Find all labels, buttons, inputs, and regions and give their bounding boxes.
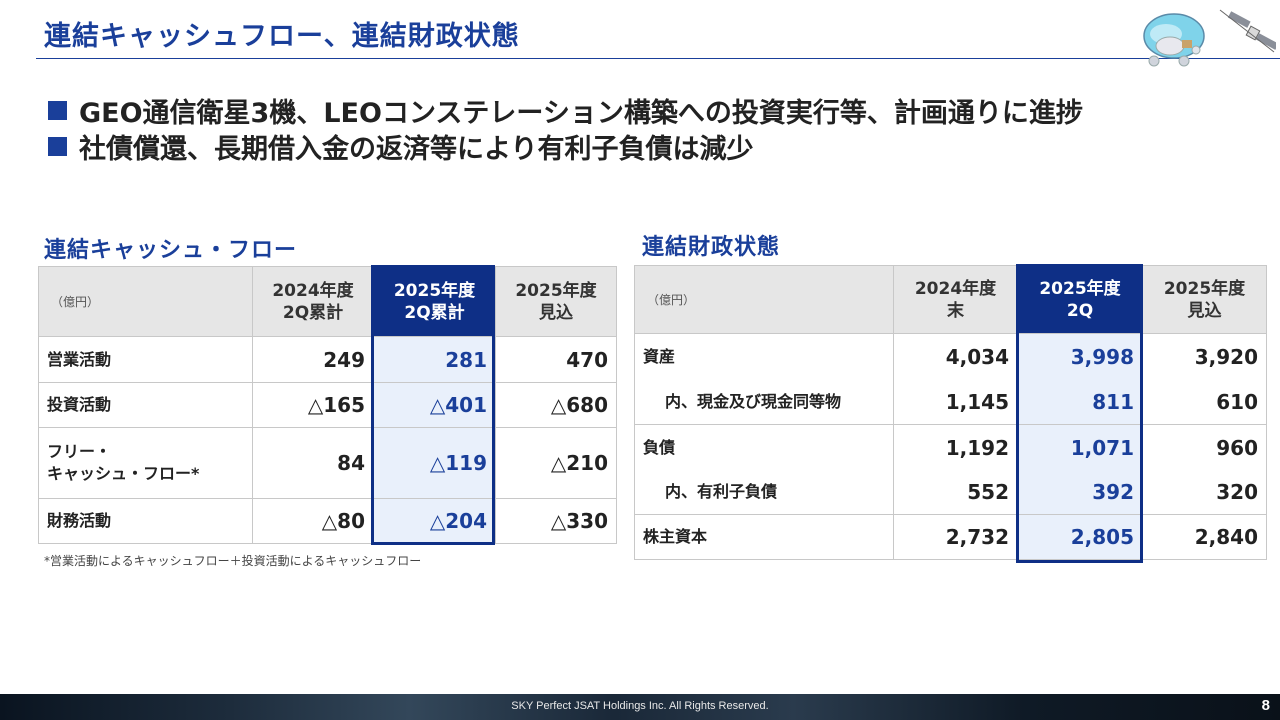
row-label: 負債	[634, 424, 894, 471]
table-header-row: （億円） 2024年度末 2025年度 2Q 2025年度 見込	[634, 265, 1267, 334]
footer-bar: SKY Perfect JSAT Holdings Inc. All Right…	[0, 694, 1280, 720]
cell-value: △330	[495, 498, 617, 544]
page-number: 8	[1261, 697, 1270, 714]
cell-value: 470	[495, 336, 617, 383]
table-row: 株主資本 2,732 2,805 2,840	[634, 514, 1267, 560]
balance-table: （億円） 2024年度末 2025年度 2Q 2025年度 見込 資産 4,034 …	[634, 265, 1267, 560]
row-label: 資産	[634, 333, 894, 381]
cell-value-highlight: △119	[373, 427, 496, 499]
cell-value-highlight: △401	[373, 382, 496, 428]
copyright-text: SKY Perfect JSAT Holdings Inc. All Right…	[511, 700, 769, 712]
row-label: 内、有利子負債	[634, 470, 894, 515]
row-label: 営業活動	[38, 336, 253, 383]
cell-value: △210	[495, 427, 617, 499]
cell-value: 4,034	[893, 333, 1018, 381]
cell-value: 2,840	[1142, 514, 1267, 560]
cell-value: 84	[252, 427, 374, 499]
cashflow-table: （億円） 2024年度 2Q累計 2025年度 2Q累計 2025年度 見込 営業活動…	[38, 266, 617, 544]
row-label: フリー・ キャッシュ・フロー*	[38, 427, 253, 499]
cell-value-highlight: △204	[373, 498, 496, 544]
bullet-text: GEO通信衛星3機、LEOコンステレーション構築への投資実行等、計画通りに進捗	[79, 97, 1083, 129]
bullet-square-icon	[48, 100, 67, 120]
row-label: 内、現金及び現金同等物	[634, 380, 894, 425]
page-title: 連結キャッシュフロー、連結財政状態	[44, 21, 520, 52]
key-points: GEO通信衛星3機、LEOコンステレーション構築への投資実行等、計画通りに進捗 …	[48, 92, 1083, 165]
table-row: フリー・ キャッシュ・フロー* 84 △119 △210	[38, 427, 617, 499]
cell-value: △80	[252, 498, 374, 544]
satellite-icon	[1219, 9, 1276, 53]
cell-value: 1,192	[893, 424, 1018, 471]
cell-value-highlight: 392	[1017, 470, 1143, 515]
cell-value: 249	[252, 336, 374, 383]
cell-value: 320	[1142, 470, 1267, 515]
cell-value-highlight: 3,998	[1017, 333, 1143, 381]
table-header-row: （億円） 2024年度 2Q累計 2025年度 2Q累計 2025年度 見込	[38, 266, 617, 337]
bullet-square-icon	[48, 136, 67, 156]
cell-value: 960	[1142, 424, 1267, 471]
bullet-item: GEO通信衛星3機、LEOコンステレーション構築への投資実行等、計画通りに進捗	[48, 92, 1083, 129]
cell-value: 2,732	[893, 514, 1018, 560]
table-row: 内、現金及び現金同等物 1,145 811 610	[634, 380, 1267, 425]
table-row: 営業活動 249 281 470	[38, 336, 617, 383]
cell-value: 552	[893, 470, 1018, 515]
cell-value: 1,145	[893, 380, 1018, 425]
column-header-highlight: 2025年度 2Q	[1017, 265, 1143, 334]
column-header: 2025年度 見込	[495, 266, 617, 337]
unit-label: （億円）	[634, 265, 894, 334]
table-row: 負債 1,192 1,071 960	[634, 424, 1267, 471]
mascot-icon	[1143, 9, 1276, 67]
cell-value: 610	[1142, 380, 1267, 425]
cell-value: △165	[252, 382, 374, 428]
row-label: 財務活動	[38, 498, 253, 544]
cell-value-highlight: 2,805	[1017, 514, 1143, 560]
table-row: 内、有利子負債 552 392 320	[634, 470, 1267, 515]
unit-label: （億円）	[38, 266, 253, 337]
row-label: 投資活動	[38, 382, 253, 428]
cell-value: △680	[495, 382, 617, 428]
bullet-text: 社債償還、長期借入金の返済等により有利子負債は減少	[79, 133, 754, 165]
table-row: 資産 4,034 3,998 3,920	[634, 333, 1267, 381]
table-row: 投資活動 △165 △401 △680	[38, 382, 617, 428]
balance-section-title: 連結財政状態	[642, 235, 781, 260]
footnote: *営業活動によるキャッシュフロー＋投資活動によるキャッシュフロー	[44, 554, 422, 568]
column-header: 2025年度 見込	[1142, 265, 1267, 334]
column-header: 2024年度 2Q累計	[252, 266, 374, 337]
column-header-highlight: 2025年度 2Q累計	[373, 266, 496, 337]
cell-value-highlight: 1,071	[1017, 424, 1143, 471]
cashflow-section-title: 連結キャッシュ・フロー	[44, 238, 298, 263]
bullet-item: 社債償還、長期借入金の返済等により有利子負債は減少	[48, 128, 1083, 165]
row-label: 株主資本	[634, 514, 894, 560]
cell-value-highlight: 811	[1017, 380, 1143, 425]
cell-value-highlight: 281	[373, 336, 496, 383]
cell-value: 3,920	[1142, 333, 1267, 381]
table-row: 財務活動 △80 △204 △330	[38, 498, 617, 544]
column-header: 2024年度末	[893, 265, 1018, 334]
title-divider	[36, 58, 1280, 59]
